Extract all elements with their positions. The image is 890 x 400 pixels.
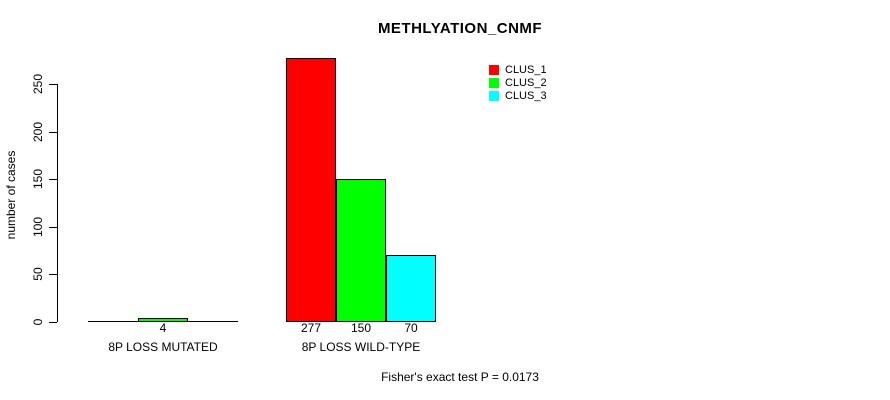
legend-color-swatch xyxy=(489,91,499,101)
bar-value-label: 4 xyxy=(159,321,167,335)
y-tick-mark xyxy=(49,84,57,85)
y-axis-line xyxy=(57,84,58,322)
bar-clus_3-zero xyxy=(188,321,238,322)
bar-clus_2 xyxy=(138,318,188,322)
legend-item: CLUS_3 xyxy=(489,89,547,102)
legend-color-swatch xyxy=(489,65,499,75)
category-label: 8P LOSS MUTATED xyxy=(108,340,218,354)
y-tick-mark xyxy=(49,179,57,180)
y-tick-mark xyxy=(49,274,57,275)
fisher-test-annotation: Fisher's exact test P = 0.0173 xyxy=(381,370,539,384)
bar-value-label: 277 xyxy=(300,321,322,335)
bar-value-label: 70 xyxy=(404,321,418,335)
bar-clus_1 xyxy=(286,58,336,322)
chart-title: METHLYATION_CNMF xyxy=(377,20,543,37)
bar-clus_1-zero xyxy=(88,321,138,322)
bar-clus_2 xyxy=(336,179,386,322)
y-tick-label: 100 xyxy=(31,216,45,238)
bar-value-label: 150 xyxy=(350,321,372,335)
legend: CLUS_1 CLUS_2 CLUS_3 xyxy=(489,63,547,104)
category-label: 8P LOSS WILD-TYPE xyxy=(301,340,421,354)
legend-item: CLUS_2 xyxy=(489,76,547,89)
legend-label: CLUS_2 xyxy=(505,76,547,89)
y-tick-label: 200 xyxy=(31,121,45,143)
y-tick-mark xyxy=(49,322,57,323)
legend-label: CLUS_3 xyxy=(505,89,547,102)
y-tick-label: 0 xyxy=(31,318,45,326)
legend-label: CLUS_1 xyxy=(505,63,547,76)
y-tick-mark xyxy=(49,227,57,228)
y-tick-label: 150 xyxy=(31,168,45,190)
legend-color-swatch xyxy=(489,78,499,88)
y-axis-label: number of cases xyxy=(4,150,18,240)
y-tick-label: 50 xyxy=(31,267,45,281)
legend-item: CLUS_1 xyxy=(489,63,547,76)
y-tick-label: 250 xyxy=(31,73,45,95)
bar-clus_3 xyxy=(386,255,436,322)
y-tick-mark xyxy=(49,132,57,133)
